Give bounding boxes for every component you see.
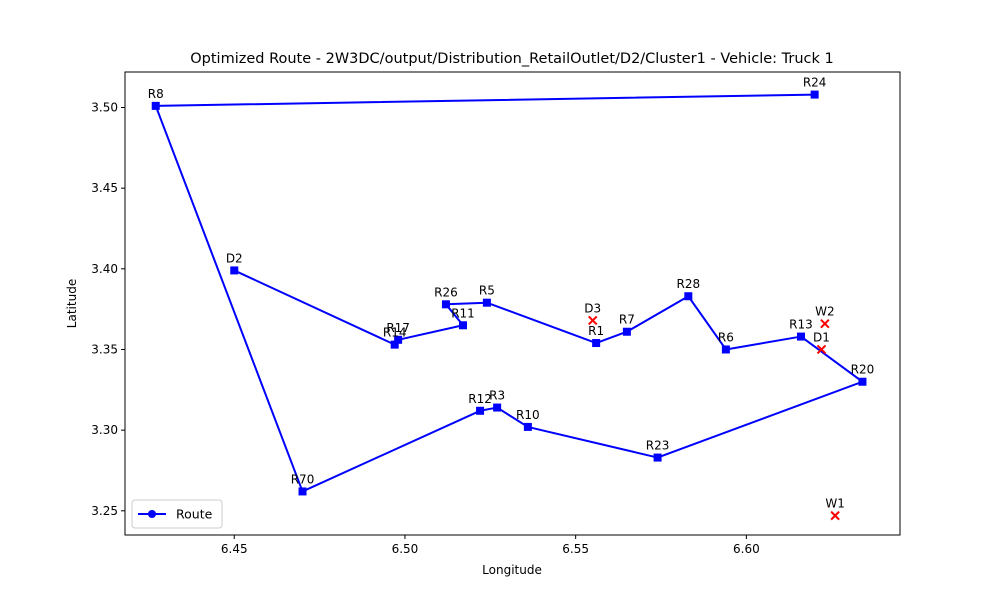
route-point-label: R12 — [468, 392, 492, 406]
route-point — [858, 377, 867, 386]
route-point — [810, 90, 819, 99]
depot-marker — [588, 315, 598, 326]
route-point-label: R26 — [434, 285, 458, 299]
depot-marker-label: W1 — [825, 497, 845, 511]
depot-marker — [816, 344, 827, 355]
route-point — [796, 332, 805, 341]
y-tick-label: 3.35 — [91, 342, 118, 356]
route-point-label: R7 — [619, 313, 635, 327]
depot-marker-label: D3 — [584, 301, 601, 315]
route-point-label: R14 — [383, 326, 407, 340]
route-point-label: R20 — [851, 363, 875, 377]
x-tick-label: 6.60 — [733, 542, 760, 556]
route-point — [441, 300, 450, 309]
route-point — [592, 339, 601, 348]
route-point — [493, 403, 502, 412]
route-point — [394, 335, 403, 344]
y-tick-label: 3.50 — [91, 100, 118, 114]
route-point-label: R17 — [386, 321, 410, 335]
route-point-label: R1 — [588, 324, 604, 338]
y-axis-label: Latitude — [65, 279, 79, 328]
y-tick-label: 3.40 — [91, 262, 118, 276]
route-point-label: R23 — [646, 439, 670, 453]
route-point-label: D2 — [226, 251, 243, 265]
legend: Route — [131, 499, 223, 529]
route-point-label: R5 — [479, 284, 495, 298]
route-point-label: R8 — [148, 87, 164, 101]
y-tick-label: 3.30 — [91, 423, 118, 437]
depot-marker — [820, 318, 830, 329]
depot-marker-label: D1 — [813, 330, 830, 344]
x-tick-label: 6.50 — [392, 542, 419, 556]
route-point — [523, 422, 532, 431]
route-point — [622, 327, 631, 336]
route-point-label: R3 — [489, 389, 505, 403]
route-line — [154, 93, 864, 493]
route-point-label: R10 — [516, 408, 540, 422]
route-point-label: R24 — [803, 76, 827, 90]
y-axis: 3.25 3.30 3.35 3.40 3.45 3.50 — [91, 100, 125, 518]
y-tick-label: 3.25 — [91, 504, 118, 518]
x-axis-label: Longitude — [482, 563, 542, 577]
route-point — [476, 406, 485, 415]
legend-route-label: Route — [176, 507, 213, 522]
legend-route-marker — [148, 510, 156, 518]
route-point-label: R6 — [718, 330, 734, 344]
x-tick-label: 6.45 — [221, 542, 248, 556]
route-point-label: R11 — [451, 306, 475, 320]
route-point — [230, 266, 239, 275]
x-axis: 6.45 6.50 6.55 6.60 — [221, 535, 760, 556]
route-point — [298, 487, 307, 496]
route-point — [151, 101, 160, 110]
depot-marker-label: W2 — [815, 305, 835, 319]
route-point — [653, 453, 662, 462]
route-point — [458, 321, 467, 330]
chart-title: Optimized Route - 2W3DC/output/Distribut… — [190, 51, 834, 67]
x-tick-label: 6.55 — [562, 542, 589, 556]
depot-marker — [830, 510, 840, 521]
route-point-label: R28 — [677, 277, 701, 291]
y-tick-label: 3.45 — [91, 181, 118, 195]
route-point-label: R13 — [789, 318, 813, 332]
route-point-label: R70 — [291, 472, 315, 486]
route-point — [721, 345, 730, 354]
route-point — [684, 292, 693, 301]
legend-box — [131, 499, 223, 529]
route-point — [482, 298, 491, 307]
route-point — [390, 340, 399, 349]
axes-frame — [124, 71, 901, 536]
